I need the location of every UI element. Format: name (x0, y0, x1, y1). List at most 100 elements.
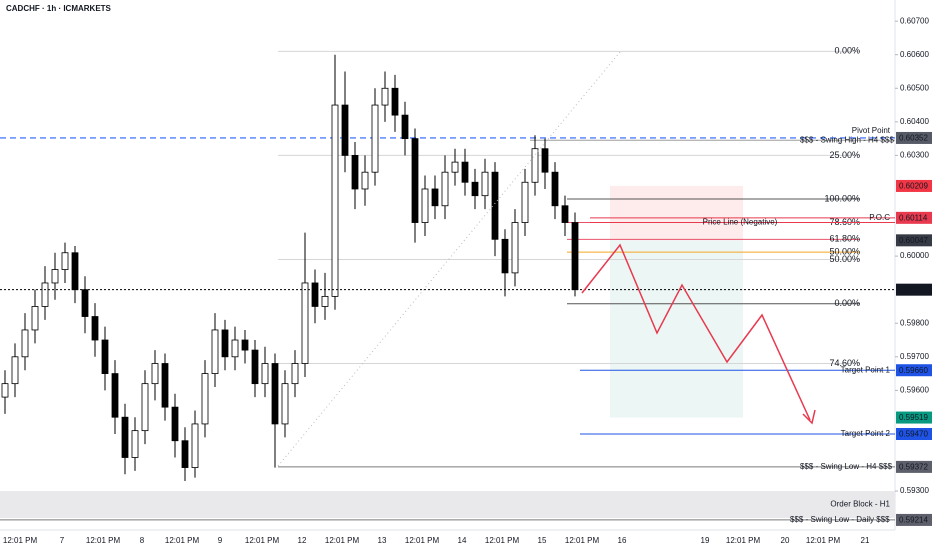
candle-body (341, 104, 349, 156)
candle-body (11, 356, 19, 385)
candle-body (291, 363, 299, 385)
fib-trend-line (277, 51, 621, 467)
candle-body (181, 440, 189, 468)
candle-body (551, 171, 559, 207)
countdown: 50:21 (901, 285, 922, 294)
candle-body (161, 363, 169, 408)
position-badge-bg (896, 234, 932, 247)
candle-body (571, 222, 579, 291)
candle-body (401, 114, 409, 140)
candle-body (251, 349, 259, 385)
position-badge-bg (896, 411, 932, 424)
fib-label: 61.80% (829, 234, 860, 244)
y-tick-label: 0.60700 (900, 16, 929, 25)
candle-body (231, 339, 239, 358)
position-badge: 0.59519 (899, 413, 928, 422)
x-tick-label: 7 (60, 536, 65, 545)
fib-label: 25.00% (829, 150, 860, 160)
y-tick-label: 0.60500 (900, 83, 929, 92)
x-tick-label: 9 (218, 536, 223, 545)
level-label: Target Point 1 (841, 365, 891, 374)
candle-body (371, 104, 379, 173)
x-tick-label: 19 (701, 536, 710, 545)
x-tick-label: 20 (781, 536, 790, 545)
price-badge: 0.59660 (899, 366, 928, 375)
price-badge: 0.59214 (899, 516, 928, 525)
y-tick-label: 0.59800 (900, 318, 929, 327)
x-tick-label: 15 (538, 536, 547, 545)
candle-body (241, 339, 249, 351)
x-tick-label: 12:01 PM (485, 536, 520, 545)
candle-body (281, 383, 289, 425)
candle-body (561, 205, 569, 223)
price-badge: 0.60114 (899, 213, 928, 222)
x-tick-label: 12:01 PM (405, 536, 440, 545)
fib-label: 78.60% (829, 217, 860, 227)
candle-body (201, 373, 209, 425)
candle-body (411, 138, 419, 223)
candle-body (71, 252, 79, 291)
candle-body (381, 87, 389, 106)
y-tick-label: 0.59700 (900, 352, 929, 361)
y-tick-label: 0.60300 (900, 151, 929, 160)
price-badge-bg (896, 428, 932, 441)
price-badge-bg (896, 460, 932, 473)
level-label: P.O.C (869, 213, 890, 222)
order-block (0, 491, 895, 518)
fib-label: 100.00% (824, 193, 860, 203)
candle-body (21, 329, 29, 358)
candle-body (321, 295, 329, 307)
candle-body (191, 423, 199, 468)
price-badge: 0.59470 (899, 430, 928, 439)
candle-body (481, 171, 489, 197)
x-tick-label: 14 (458, 536, 467, 545)
candle-body (361, 171, 369, 190)
candle-body (151, 363, 159, 385)
candle-body (431, 188, 439, 207)
x-tick-label: 16 (618, 536, 627, 545)
candle-body (521, 181, 529, 223)
fib-label: 50.00% (829, 246, 860, 256)
position-badge-bg (896, 179, 932, 192)
candle-body (91, 316, 99, 341)
candle-body (211, 329, 219, 374)
candle-body (41, 282, 49, 307)
target-zone (610, 240, 743, 418)
x-tick-label: 12:01 PM (806, 536, 841, 545)
level-label: Price Line (Negative) (703, 218, 778, 227)
price-badge-bg (896, 211, 932, 224)
x-tick-label: 8 (140, 536, 145, 545)
level-label: Target Point 2 (841, 429, 891, 438)
candle-body (61, 252, 69, 270)
x-tick-label: 13 (378, 536, 387, 545)
x-tick-label: 12:01 PM (245, 536, 280, 545)
x-tick-label: 12 (298, 536, 307, 545)
candle-body (261, 363, 269, 385)
countdown-bg (896, 283, 932, 296)
projection-path (581, 243, 811, 421)
candle-body (351, 155, 359, 190)
x-tick-label: 12:01 PM (726, 536, 761, 545)
y-tick-label: 0.60400 (900, 117, 929, 126)
candle-body (441, 171, 449, 207)
candle-body (491, 171, 499, 240)
candle-body (141, 383, 149, 432)
fib-label: 0.00% (834, 46, 860, 56)
candle-body (541, 148, 549, 173)
x-tick-label: 12:01 PM (165, 536, 200, 545)
candle-body (1, 383, 9, 398)
y-tick-label: 0.60000 (900, 251, 929, 260)
candle-body (221, 329, 229, 358)
candle-body (51, 269, 59, 284)
x-tick-label: 12:01 PM (86, 536, 121, 545)
price-badge: 0.60352 (899, 134, 928, 143)
candle-body (131, 430, 139, 458)
y-tick-label: 0.59600 (900, 385, 929, 394)
candle-body (391, 87, 399, 116)
candle-body (271, 363, 279, 425)
y-tick-label: 0.59300 (900, 486, 929, 495)
candle-body (111, 373, 119, 418)
candle-body (421, 188, 429, 223)
x-tick-label: 21 (861, 536, 870, 545)
candle-body (121, 416, 129, 458)
